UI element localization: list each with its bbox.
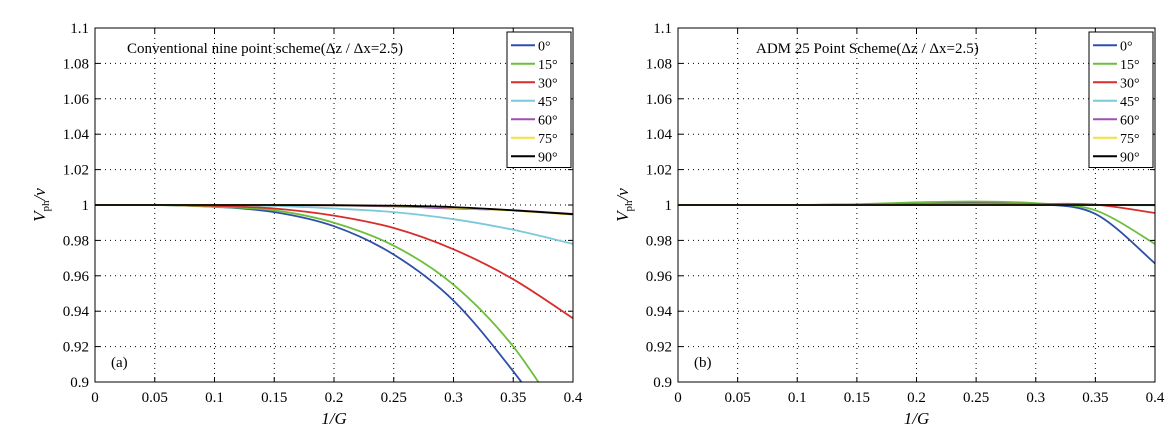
y-tick-label: 0.98 <box>646 233 672 249</box>
x-tick-label: 0.3 <box>444 390 463 406</box>
x-tick-label: 0 <box>91 390 99 406</box>
y-tick-label: 1.06 <box>63 92 90 108</box>
legend-label: 30° <box>538 76 558 91</box>
y-tick-label: 0.9 <box>653 375 672 391</box>
y-axis-label-main: V <box>613 209 632 222</box>
y-tick-label: 0.92 <box>63 340 89 356</box>
legend-label: 15° <box>1120 58 1140 73</box>
series-lines <box>678 200 1155 265</box>
x-tick-label: 0.1 <box>788 390 807 406</box>
y-tick-label: 0.94 <box>646 304 673 320</box>
y-tick-label: 1.1 <box>70 21 89 37</box>
x-tick-label: 0.3 <box>1026 390 1045 406</box>
y-tick-label: 1.06 <box>646 92 673 108</box>
y-axis-label: Vph/v <box>30 188 52 222</box>
series-line-90deg <box>95 204 573 216</box>
x-tick-label: 0.25 <box>963 390 989 406</box>
y-tick-label: 1.02 <box>646 163 672 179</box>
legend-label: 60° <box>538 113 558 128</box>
panel-label: (a) <box>111 355 128 371</box>
y-tick-label: 0.96 <box>63 269 90 285</box>
legend-label: 90° <box>538 150 558 165</box>
x-tick-label: 0 <box>674 390 682 406</box>
legend-label: 0° <box>1120 39 1133 54</box>
x-tick-label: 0.05 <box>725 390 751 406</box>
x-tick-label: 0.35 <box>1082 390 1108 406</box>
series-line-0deg <box>678 201 1155 265</box>
panel-label: (b) <box>694 355 712 371</box>
x-tick-label: 0.25 <box>381 390 407 406</box>
y-tick-label: 0.9 <box>70 375 89 391</box>
chart-panel-a: 0 0.05 0.1 0.15 0.2 0.25 0.3 0.35 0.4 0.9 0.92 0.94… <box>30 21 583 428</box>
legend: 0° 15° 30° 45° 60° 75° 90° <box>506 31 572 168</box>
y-axis-label: Vph/v <box>613 188 635 222</box>
y-axis-label-sub: ph <box>40 200 52 212</box>
x-axis-label: 1/G <box>904 409 930 428</box>
legend-label: 90° <box>1120 150 1140 165</box>
x-tick-label: 0.4 <box>564 390 583 406</box>
series-line-15deg <box>678 200 1155 245</box>
chart-title: ADM 25 Point Scheme(Δz / Δx=2.5) <box>756 41 979 57</box>
y-tick-label: 0.94 <box>63 304 90 320</box>
series-lines <box>95 203 573 382</box>
x-tick-label: 0.2 <box>325 390 344 406</box>
y-tick-label: 0.92 <box>646 340 672 356</box>
legend-label: 0° <box>538 39 551 54</box>
legend: 0° 15° 30° 45° 60° 75° 90° <box>1088 31 1154 168</box>
x-tick-label: 0.4 <box>1146 390 1165 406</box>
y-tick-label: 1.02 <box>63 163 89 179</box>
chart-panel-b: 0 0.05 0.1 0.15 0.2 0.25 0.3 0.35 0.4 0.9 0.92 0.94… <box>613 21 1165 428</box>
y-tick-label: 1.1 <box>653 21 672 37</box>
chart-title: Conventional nine point scheme(Δz / Δx=2… <box>127 41 403 57</box>
y-axis-label-tail: /v <box>30 188 49 202</box>
y-tick-label: 1.08 <box>646 56 672 72</box>
legend-label: 60° <box>1120 113 1140 128</box>
legend-label: 75° <box>1120 132 1140 147</box>
x-tick-label: 0.15 <box>844 390 870 406</box>
legend-label: 30° <box>1120 76 1140 91</box>
y-tick-label: 0.96 <box>646 269 673 285</box>
legend-label: 45° <box>538 95 558 110</box>
x-axis-label: 1/G <box>321 409 347 428</box>
y-tick-label: 1 <box>665 198 673 214</box>
y-tick-label: 1.08 <box>63 56 89 72</box>
legend-label: 15° <box>538 58 558 73</box>
x-tick-label: 0.2 <box>907 390 926 406</box>
x-tick-label: 0.15 <box>261 390 287 406</box>
y-tick-label: 1 <box>82 198 90 214</box>
y-tick-label: 1.04 <box>63 127 90 143</box>
y-axis-label-main: V <box>30 209 49 222</box>
y-axis-label-tail: /v <box>613 188 632 202</box>
x-tick-label: 0.05 <box>142 390 168 406</box>
legend-label: 45° <box>1120 95 1140 110</box>
y-tick-label: 1.04 <box>646 127 673 143</box>
legend-label: 75° <box>538 132 558 147</box>
y-axis-label-sub: ph <box>623 200 635 212</box>
x-tick-label: 0.35 <box>500 390 526 406</box>
x-tick-label: 0.1 <box>205 390 224 406</box>
y-tick-label: 0.98 <box>63 233 89 249</box>
